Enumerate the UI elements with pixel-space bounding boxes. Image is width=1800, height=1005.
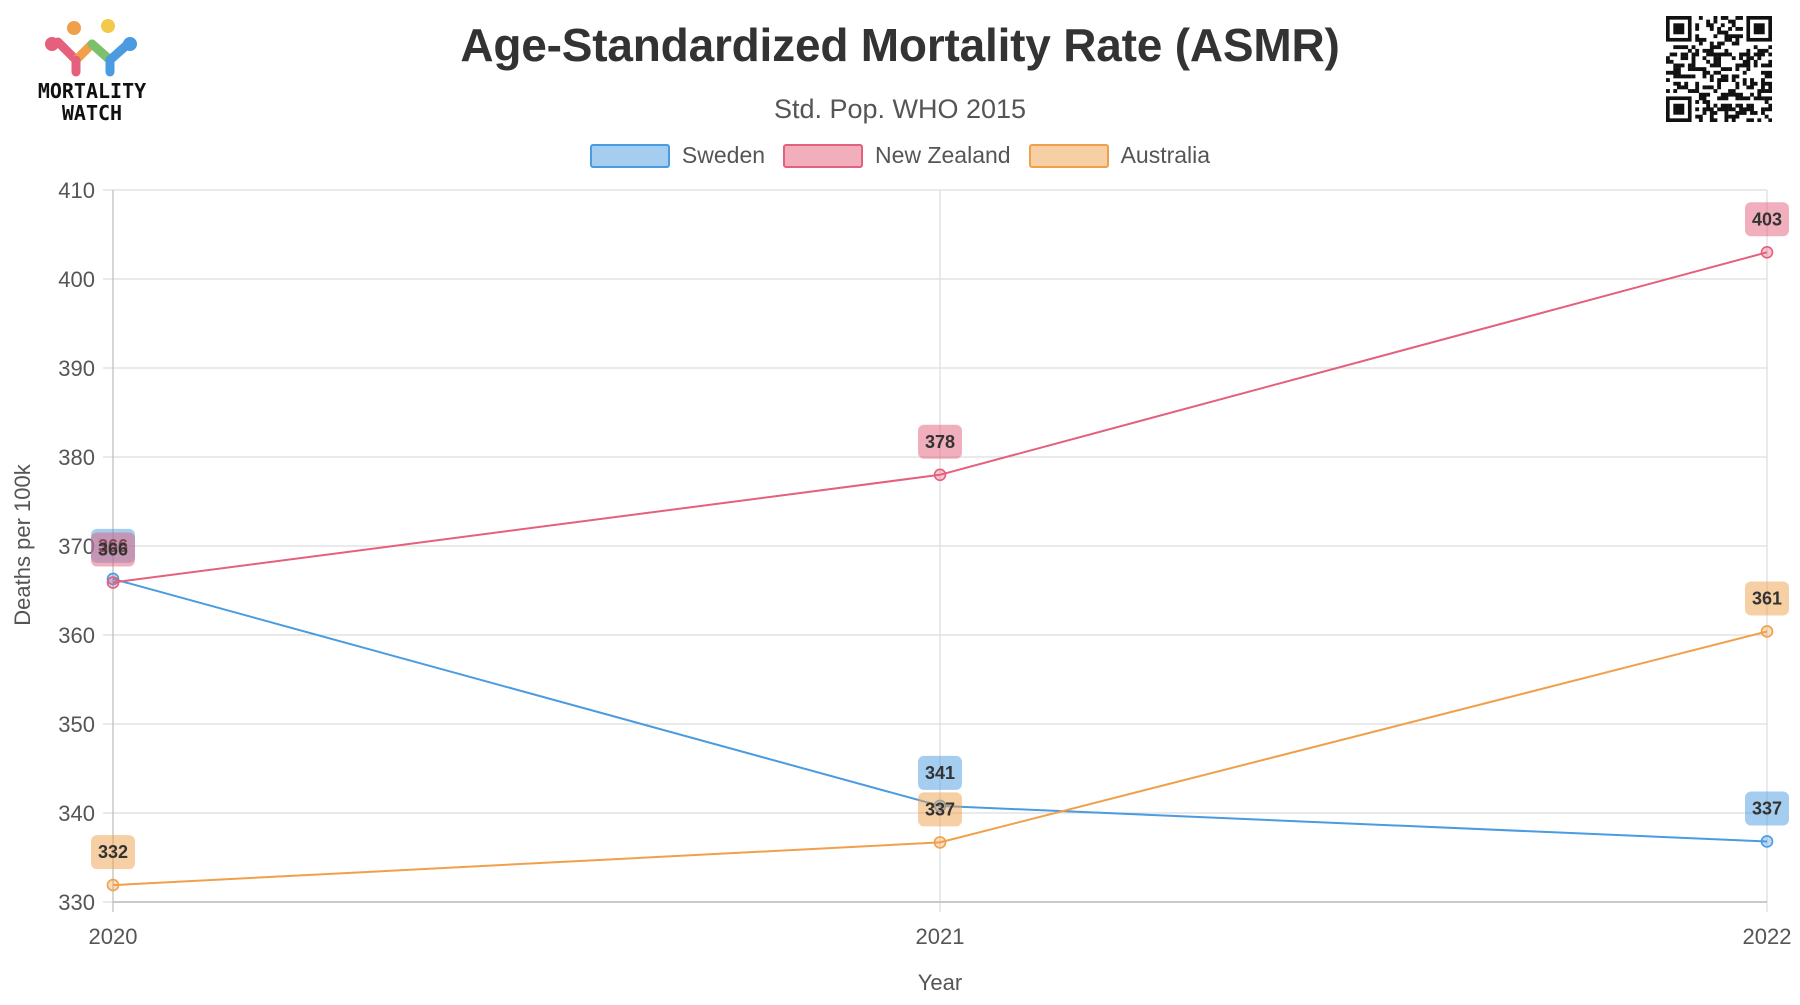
y-tick-label: 360: [58, 623, 95, 648]
data-point-new-zealand[interactable]: [106, 576, 120, 589]
series-line-new-zealand: [112, 251, 1768, 584]
legend-swatch-new-zealand: [783, 143, 864, 168]
data-label-australia: 332: [91, 835, 135, 870]
data-label-text: 341: [925, 763, 955, 783]
data-label-box: [91, 532, 135, 567]
data-point-sweden[interactable]: [1760, 835, 1774, 848]
data-point-australia[interactable]: [933, 836, 947, 849]
y-tick-label: 330: [58, 890, 95, 915]
data-point-new-zealand[interactable]: [933, 468, 947, 482]
chart-subtitle: Std. Pop. WHO 2015: [773, 94, 1027, 124]
data-label-new-zealand: 366: [91, 532, 135, 567]
y-tick-label: 410: [58, 178, 95, 203]
data-point-new-zealand[interactable]: [1760, 246, 1774, 259]
x-tick-label: 2021: [916, 924, 965, 949]
y-tick-label: 340: [58, 801, 95, 826]
legend-swatch-sweden: [589, 143, 670, 168]
y-tick-label: 380: [58, 445, 95, 470]
legend-item-new-zealand[interactable]: New Zealand: [783, 142, 1011, 169]
chart-title: Age-Standardized Mortality Rate (ASMR): [460, 19, 1340, 71]
qr-code-icon[interactable]: [1666, 16, 1772, 122]
y-tick-label: 400: [58, 267, 95, 292]
data-label-australia: 361: [1745, 581, 1789, 616]
x-tick-label: 2022: [1743, 924, 1792, 949]
data-label-australia: 337: [918, 792, 962, 827]
legend-item-australia[interactable]: Australia: [1028, 142, 1211, 169]
data-label-text: 361: [1752, 588, 1782, 608]
data-point-australia[interactable]: [1760, 625, 1774, 638]
data-label-new-zealand: 403: [1745, 202, 1789, 237]
data-label-box: [918, 792, 962, 827]
data-label-layer: 366341337366378403332337361: [91, 202, 1789, 870]
data-label-box: [91, 835, 135, 870]
data-label-text: 403: [1752, 209, 1782, 229]
data-label-box: [918, 424, 962, 459]
legend-item-sweden[interactable]: Sweden: [589, 142, 766, 169]
y-tick-label: 350: [58, 712, 95, 737]
data-label-box: [1745, 581, 1789, 616]
legend-label-sweden: Sweden: [681, 142, 766, 168]
data-label-new-zealand: 378: [918, 424, 962, 459]
logo-line1: MORTALITY: [38, 79, 146, 103]
mortality-watch-logo: MORTALITY WATCH: [38, 19, 146, 124]
data-label-text: 332: [98, 842, 128, 862]
legend-label-australia: Australia: [1120, 142, 1211, 168]
data-label-sweden: 341: [918, 755, 962, 790]
axis-layer: 330 340 350 360 370 380 390 400 410 2020 2021 2022: [58, 178, 1791, 949]
y-tick-label: 370: [58, 534, 95, 559]
data-label-text: 337: [925, 799, 955, 819]
logo-line2: WATCH: [62, 101, 122, 124]
data-label-box: [1745, 202, 1789, 237]
legend-label-new-zealand: New Zealand: [875, 142, 1011, 168]
data-label-box: [918, 755, 962, 790]
logo-mark-icon: [45, 19, 137, 77]
data-label-sweden: 337: [1745, 791, 1789, 826]
legend-swatch-australia: [1028, 143, 1109, 168]
y-axis-title: Deaths per 100k: [10, 463, 35, 625]
x-axis-title: Year: [918, 970, 962, 995]
x-tick-label: 2020: [89, 924, 138, 949]
data-label-box: [1745, 791, 1789, 826]
data-label-text: 378: [925, 432, 955, 452]
data-label-text: 366: [98, 539, 128, 559]
series-line-australia: [112, 630, 1768, 887]
y-tick-label: 390: [58, 356, 95, 381]
data-point-australia[interactable]: [106, 878, 120, 892]
chart-legend: Sweden New Zealand Australia: [0, 142, 1800, 169]
data-label-text: 337: [1752, 798, 1782, 818]
